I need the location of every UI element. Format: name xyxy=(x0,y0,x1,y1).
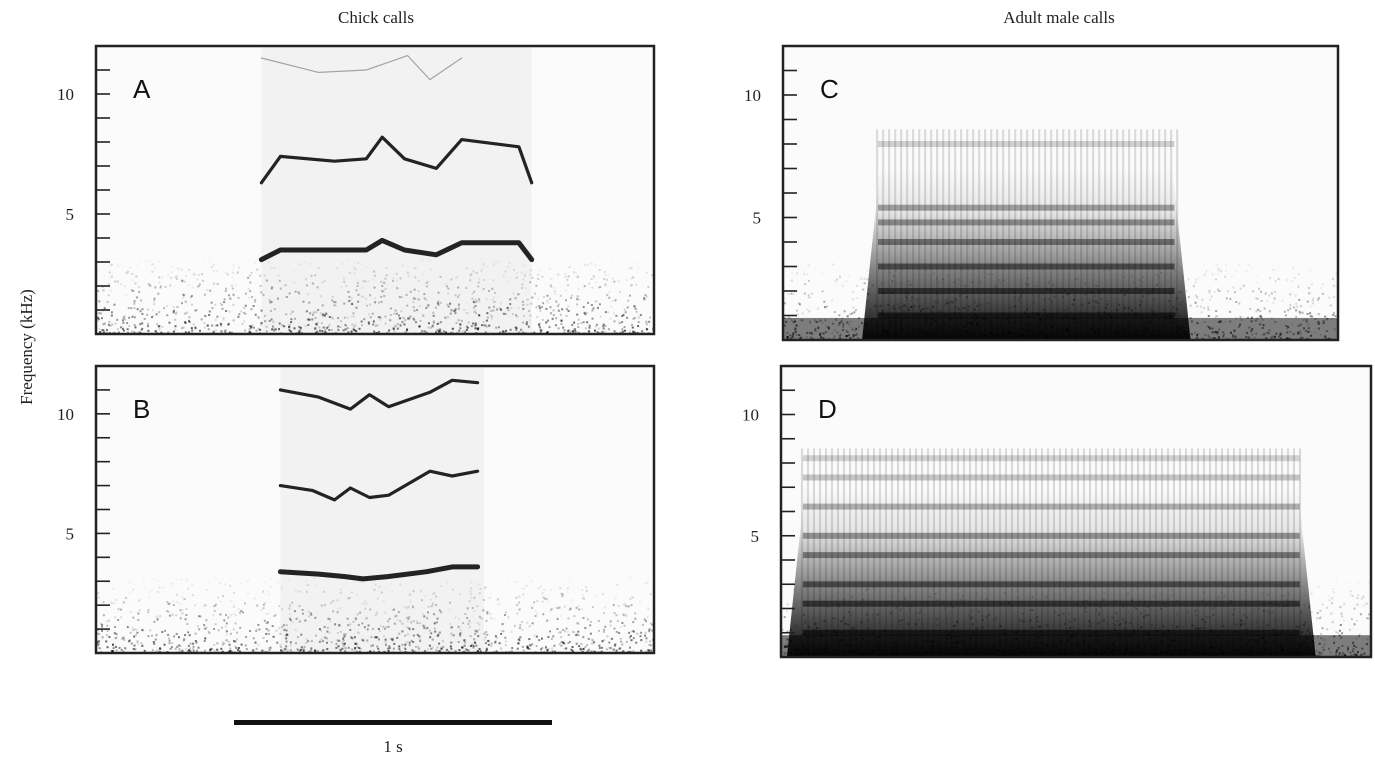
y-tick-label: 5 xyxy=(66,205,75,224)
harmonic-1 xyxy=(258,237,535,263)
harmonic-1 xyxy=(277,564,481,582)
energy-band-7 xyxy=(878,141,1175,147)
energy-band-5 xyxy=(802,532,1300,539)
spectrogram-panel-a: 5 10 A xyxy=(57,44,656,336)
harmonic-2 xyxy=(278,469,480,502)
panel-letter: C xyxy=(820,74,839,104)
chick-calls-title: Chick calls xyxy=(337,8,414,27)
energy-band-5 xyxy=(878,219,1175,226)
energy-band-8 xyxy=(802,455,1300,462)
energy-band-2 xyxy=(802,600,1300,607)
panel-letter: D xyxy=(818,394,837,424)
y-tick-label: 10 xyxy=(744,86,761,105)
energy-band-4 xyxy=(802,552,1300,559)
low-freq-noise-band xyxy=(781,635,1371,657)
energy-band-1 xyxy=(878,312,1175,319)
spectrogram-panel-c: 5 10 C xyxy=(744,44,1340,342)
y-tick-label: 5 xyxy=(751,527,760,546)
spectrogram-panel-b: 5 10 B xyxy=(57,364,656,655)
y-tick-label: 10 xyxy=(57,405,74,424)
energy-band-1 xyxy=(802,629,1300,636)
panel-letter: B xyxy=(133,394,150,424)
energy-band-3 xyxy=(802,581,1300,588)
y-tick-label: 5 xyxy=(753,209,762,228)
harmonic-2 xyxy=(259,135,534,185)
y-axis-label: Frequency (kHz) xyxy=(17,289,36,405)
y-tick-label: 5 xyxy=(66,524,75,543)
time-scale-bar xyxy=(234,720,552,725)
energy-band-6 xyxy=(802,503,1300,510)
y-tick-label: 10 xyxy=(57,85,74,104)
call-energy xyxy=(786,487,1316,657)
y-tick-label: 10 xyxy=(742,406,759,425)
harmonic-3 xyxy=(278,378,480,411)
call-energy xyxy=(862,168,1191,340)
noise-floor xyxy=(96,576,654,653)
low-freq-noise-band xyxy=(783,317,1338,340)
adult-male-calls-title: Adult male calls xyxy=(1003,8,1115,27)
energy-band-7 xyxy=(802,474,1300,481)
time-scale-label: 1 s xyxy=(383,737,403,756)
panel-letter: A xyxy=(133,74,151,104)
energy-band-2 xyxy=(878,288,1175,294)
energy-band-3 xyxy=(878,263,1175,270)
spectrogram-panel-d: 5 10 D xyxy=(742,364,1373,659)
energy-band-4 xyxy=(878,239,1175,245)
energy-band-6 xyxy=(878,204,1175,211)
harmonic-3 xyxy=(260,55,463,81)
